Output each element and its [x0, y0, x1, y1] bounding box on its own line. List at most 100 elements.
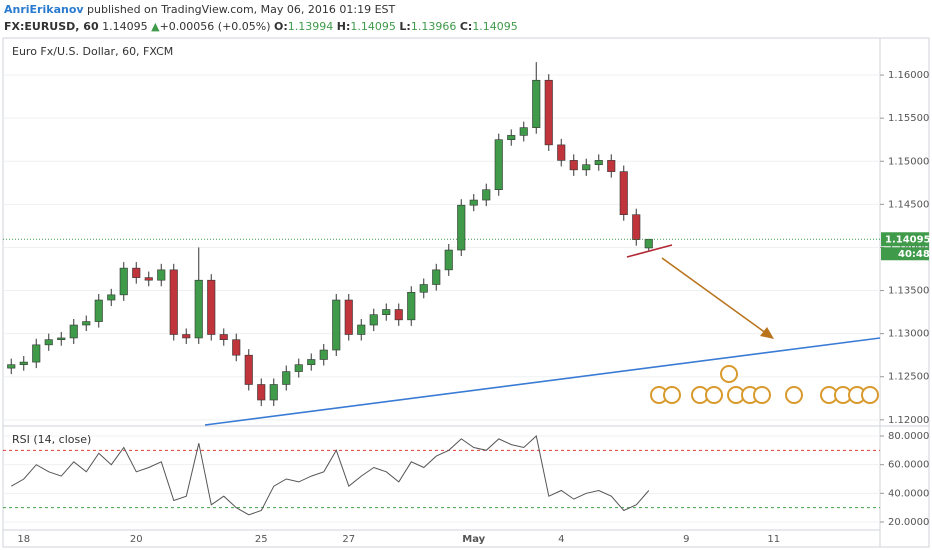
arrow-head: [760, 327, 774, 339]
candle-body: [244, 354, 253, 385]
candle-body: [7, 364, 16, 369]
candle-body: [19, 361, 28, 365]
candle-body: [44, 339, 53, 346]
x-tick-label: 20: [130, 534, 143, 545]
l-label: L:: [399, 20, 411, 33]
published: published on TradingView.com, May 06, 20…: [87, 3, 396, 16]
candle-body: [319, 349, 328, 360]
y-tick-label: 1.15500: [888, 113, 929, 124]
author[interactable]: AnriErikanov: [4, 3, 84, 16]
candle-body: [119, 267, 128, 296]
event-icons: [650, 365, 879, 404]
trend-line: [204, 337, 881, 426]
candle-body: [569, 160, 578, 171]
candle-body: [357, 324, 366, 335]
candle-body: [307, 359, 316, 365]
candle-body: [407, 291, 416, 321]
x-tick-label: 9: [683, 534, 689, 545]
candle-body: [182, 334, 191, 339]
candle-body: [32, 344, 41, 363]
support-line: [626, 244, 673, 258]
candle-body: [519, 127, 528, 136]
h-label: H:: [336, 20, 351, 33]
symbol: FX:EURUSD, 60: [4, 20, 99, 33]
y-tick-label: 1.14500: [888, 199, 929, 210]
candle-body: [369, 314, 378, 326]
x-tick-label: 11: [767, 534, 780, 545]
candle-body: [432, 269, 441, 285]
candle-body: [94, 299, 103, 322]
candle-body: [607, 160, 616, 172]
x-tick-label: 18: [17, 534, 30, 545]
candle-body: [494, 139, 503, 190]
countdown-box: [881, 247, 929, 261]
candle-body: [644, 238, 653, 249]
c-value: 1.14095: [472, 20, 518, 33]
candle-body: [532, 79, 541, 128]
x-tick-label: 27: [342, 534, 355, 545]
candle-body: [594, 160, 603, 166]
x-tick-label: 4: [558, 534, 564, 545]
candle-body: [144, 277, 153, 281]
candle-body: [482, 189, 491, 201]
candle-body: [82, 321, 91, 326]
last-price-box: [881, 232, 929, 247]
last-price-label: 1.14095: [885, 234, 931, 245]
x-tick-label: 25: [255, 534, 268, 545]
o-label: O:: [274, 20, 288, 33]
candle-body: [469, 199, 478, 206]
candle-body: [507, 135, 516, 141]
header-line1: AnriErikanov published on TradingView.co…: [4, 3, 395, 16]
countdown: 40:48: [898, 249, 930, 260]
candle-body: [282, 371, 291, 385]
c-label: C:: [459, 20, 473, 33]
header-line2: FX:EURUSD, 60 1.14095 ▲+0.00056 (+0.05%)…: [4, 20, 518, 33]
arrow-line: [661, 257, 771, 337]
last: 1.14095: [102, 20, 148, 33]
y-tick-label: 40.0000: [888, 488, 929, 499]
candle-body: [632, 214, 641, 240]
y-tick-label: 80.0000: [888, 431, 929, 442]
y-tick-label: 1.13000: [888, 329, 929, 340]
candle-body: [232, 339, 241, 356]
y-tick-label: 60.0000: [888, 460, 929, 471]
candle-body: [219, 334, 228, 340]
candle-body: [194, 279, 203, 339]
candle-body: [107, 294, 116, 301]
candle-body: [69, 324, 78, 339]
rsi-line: [11, 435, 650, 516]
y-tick-label: 1.16000: [888, 70, 929, 81]
rsi-title: RSI (14, close): [12, 433, 91, 446]
change: +0.00056 (+0.05%): [159, 20, 271, 33]
candle-body: [169, 269, 178, 335]
candle-body: [269, 384, 278, 401]
candle-body: [157, 269, 166, 281]
y-tick-label: 1.15000: [888, 156, 929, 167]
y-tick-label: 1.13500: [888, 286, 929, 297]
y-tick-label: 20.0000: [888, 517, 929, 528]
grid: [3, 74, 880, 523]
candle-body: [332, 299, 341, 351]
candle-body: [619, 171, 628, 215]
candle-body: [294, 364, 303, 372]
h-value: 1.14095: [350, 20, 396, 33]
candle-body: [207, 279, 216, 335]
frame: [2, 37, 930, 548]
candle-body: [419, 284, 428, 293]
chart-title: Euro Fx/U.S. Dollar, 60, FXCM: [12, 45, 173, 58]
candle-body: [344, 299, 353, 335]
up-arrow: ▲: [151, 20, 160, 33]
candle-body: [132, 267, 141, 278]
l-value: 1.13966: [410, 20, 457, 33]
candle-body: [394, 309, 403, 321]
y-tick-label: 1.12500: [888, 372, 929, 383]
x-tick-label: May: [462, 534, 485, 545]
candle-body: [57, 337, 66, 340]
candle-body: [557, 144, 566, 161]
candle-body: [582, 164, 591, 171]
candle-body: [257, 384, 266, 401]
candle-body: [457, 204, 466, 251]
candle-body: [444, 249, 453, 271]
